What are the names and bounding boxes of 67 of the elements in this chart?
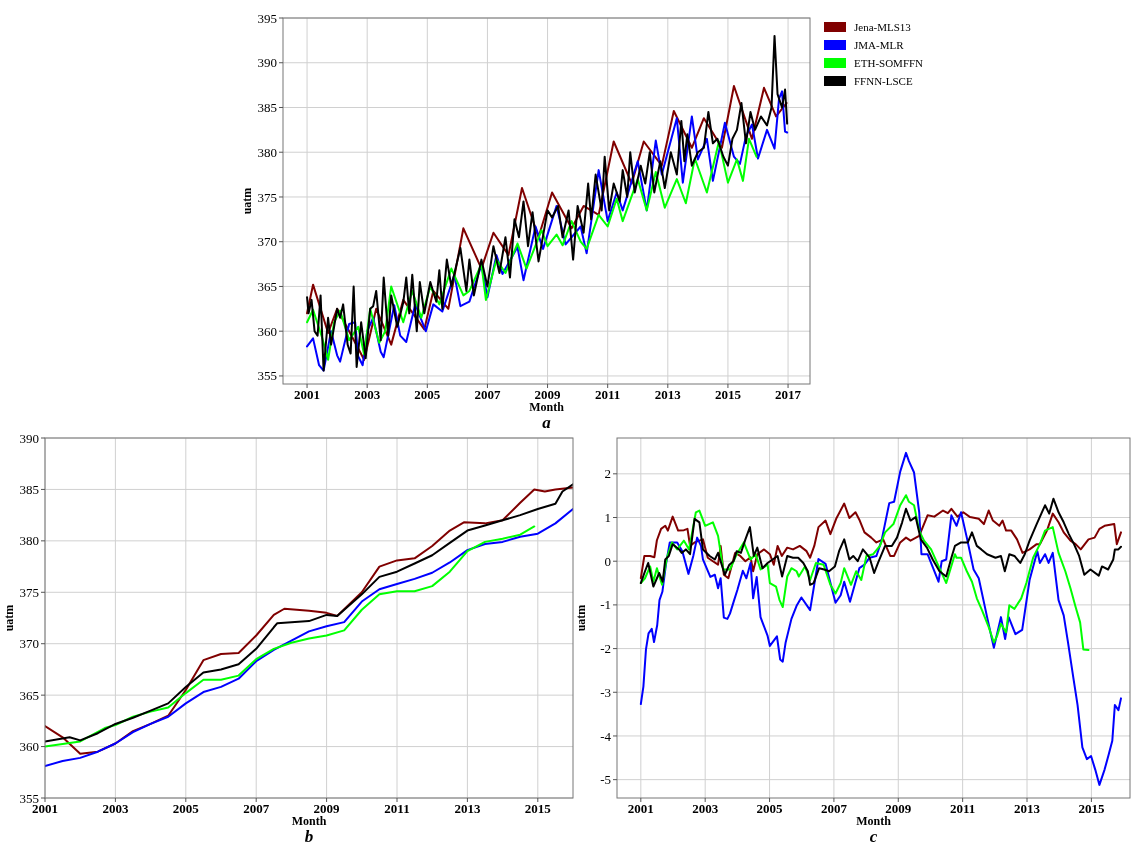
y-tick-label: 380 (257, 144, 277, 160)
x-tick-label: 2011 (384, 801, 410, 816)
y-tick-label: 380 (19, 533, 39, 549)
x-tick-label: 2011 (950, 801, 976, 816)
y-axis-title: uatm (574, 604, 588, 632)
y-axis-title: uatm (2, 604, 16, 632)
line-series (306, 137, 758, 361)
y-axis-title: uatm (240, 187, 254, 215)
legend-label: Jena-MLS13 (854, 21, 912, 33)
y-tick-label: 385 (257, 100, 277, 116)
y-tick-label: 360 (257, 323, 277, 339)
x-tick-label: 2005 (756, 801, 784, 816)
y-tick-label: 390 (257, 55, 277, 71)
x-tick-label: 2007 (820, 801, 848, 816)
legend-label: FFNN-LSCE (854, 75, 913, 87)
x-tick-label: 2001 (627, 801, 654, 816)
text: a (542, 413, 552, 432)
line-series (639, 494, 1090, 651)
y-tick-label: 365 (19, 687, 39, 703)
x-tick-label: 2015 (714, 387, 742, 402)
y-tick-label: -2 (600, 641, 611, 657)
y-tick-label: -5 (600, 772, 611, 788)
y-tick-label: 390 (19, 430, 39, 446)
x-tick-label: 2015 (524, 801, 552, 816)
x-axis-title: Month (856, 814, 892, 828)
x-tick-label: 2017 (775, 387, 802, 402)
x-axis-title: Month (291, 814, 327, 828)
x-tick-label: 2001 (294, 387, 321, 402)
x-axis-title: Month (529, 400, 565, 414)
x-tick-label: 2009 (313, 801, 341, 816)
y-tick-label: 1 (604, 510, 611, 526)
y-tick-label: 375 (19, 584, 39, 600)
x-tick-label: 2011 (595, 387, 621, 402)
x-tick-label: 2003 (692, 801, 719, 816)
x-tick-label: 2005 (414, 387, 441, 402)
line-series (306, 34, 789, 372)
y-tick-label: 395 (257, 10, 277, 26)
x-tick-label: 2009 (534, 387, 562, 402)
y-tick-label: -4 (600, 728, 612, 744)
y-tick-label: 355 (257, 368, 277, 384)
legend-label: JMA-MLR (854, 39, 905, 51)
y-tick-label: 375 (257, 189, 277, 205)
y-tick-label: 370 (19, 636, 39, 652)
y-tick-label: 355 (19, 790, 39, 806)
y-tick-label: 385 (19, 481, 39, 497)
text: b (304, 827, 314, 846)
x-tick-label: 2007 (243, 801, 270, 816)
legend-label: ETH-SOMFFN (854, 57, 924, 69)
y-tick-label: 370 (257, 234, 277, 250)
x-tick-label: 2015 (1078, 801, 1105, 816)
x-tick-label: 2003 (102, 801, 129, 816)
line-series (45, 525, 536, 748)
text: c (869, 827, 878, 846)
x-tick-label: 2013 (454, 801, 481, 816)
y-tick-label: 365 (257, 279, 277, 295)
line-series (639, 451, 1122, 786)
x-tick-label: 2005 (172, 801, 200, 816)
y-tick-label: -1 (600, 597, 611, 613)
y-tick-label: 360 (19, 739, 39, 755)
x-tick-label: 2003 (354, 387, 381, 402)
x-tick-label: 2007 (474, 387, 501, 402)
y-tick-label: -3 (600, 684, 611, 700)
y-tick-label: 2 (604, 466, 611, 482)
x-tick-label: 2013 (1014, 801, 1041, 816)
y-tick-label: 0 (604, 553, 611, 569)
x-tick-label: 2013 (654, 387, 682, 402)
x-tick-label: 2009 (885, 801, 912, 816)
